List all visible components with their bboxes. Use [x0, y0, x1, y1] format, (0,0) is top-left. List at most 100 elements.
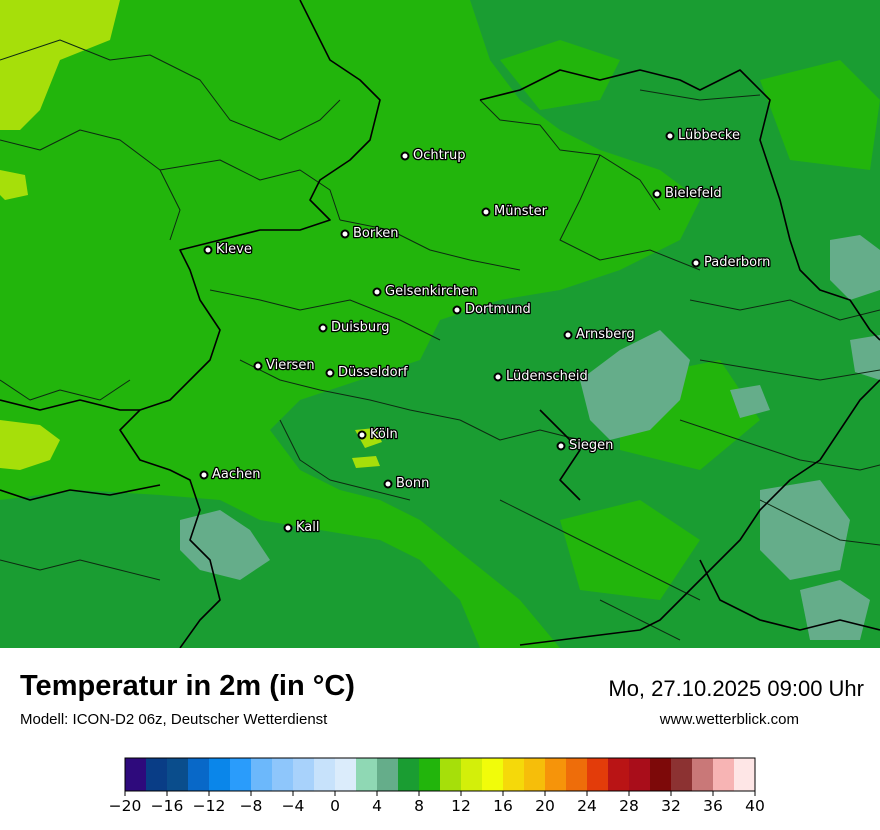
legend-tick-label: −4 [282, 797, 305, 815]
city-dot [452, 305, 462, 315]
legend-tick-label: 8 [414, 797, 424, 815]
temp-zone-4-6-sauerland [580, 330, 690, 440]
city-label: Gelsenkirchen [385, 284, 478, 299]
legend-swatch [209, 758, 231, 791]
legend-swatch [524, 758, 546, 791]
legend-swatch [734, 758, 756, 791]
city-dot [203, 245, 213, 255]
temp-patch-light-1 [500, 40, 620, 110]
legend-color-bar [124, 757, 756, 792]
city-paderborn: Paderborn [691, 254, 772, 271]
temp-zone-4-6-east [760, 480, 850, 580]
city-dot [253, 361, 263, 371]
legend-tick-label: 20 [535, 797, 555, 815]
city-gelsenkirchen: Gelsenkirchen [372, 283, 479, 300]
legend-swatch [650, 758, 672, 791]
legend-tick-label: −16 [151, 797, 184, 815]
legend-tick-label: 0 [330, 797, 340, 815]
legend-tick-label: 4 [372, 797, 382, 815]
district-borders [0, 39, 880, 641]
legend-tick-label: −20 [109, 797, 142, 815]
city-label: Borken [353, 226, 399, 241]
legend-swatch [566, 758, 588, 791]
website-link[interactable]: www.wetterblick.com [659, 711, 799, 728]
city-dot [199, 470, 209, 480]
temp-zone-6-8-east [270, 0, 880, 648]
city-label: Bonn [396, 476, 429, 491]
city-dot [283, 523, 293, 533]
city-dot [493, 372, 503, 382]
legend-swatch [713, 758, 735, 791]
city-dot [563, 330, 573, 340]
city-dot [383, 479, 393, 489]
legend-tick-label: 28 [619, 797, 639, 815]
city-dot [357, 430, 367, 440]
city-label: Köln [370, 427, 398, 442]
legend-tick-label: 36 [703, 797, 723, 815]
color-legend: −20 −16 −12 −8 −4 0 4 8 12 16 20 24 28 32 36 40 [109, 757, 765, 815]
city-dot [691, 258, 701, 268]
model-info: Modell: ICON-D2 06z, Deutscher Wetterdie… [20, 711, 328, 728]
city-siegen: Siegen [556, 437, 615, 454]
legend-tick-label: 16 [493, 797, 513, 815]
temp-zone-4-6-east2 [850, 335, 880, 380]
city-label: Duisburg [331, 320, 390, 335]
state-borders [0, 0, 880, 648]
city-dot [481, 207, 491, 217]
city-label: Dortmund [465, 302, 531, 317]
temp-zone-10-12-nw [0, 0, 120, 130]
city-dot [340, 229, 350, 239]
temperature-map: Lübbecke Ochtrup Bielefeld Münster Borken Kle… [0, 0, 880, 648]
city-dot [652, 189, 662, 199]
city-köln: Köln [357, 426, 399, 443]
legend-border [124, 757, 756, 792]
city-duisburg: Duisburg [318, 319, 391, 336]
city-markers: Lübbecke Ochtrup Bielefeld Münster Borken Kle… [199, 127, 772, 536]
temp-zone-4-6-northeast [830, 235, 880, 300]
city-label: Bielefeld [665, 186, 722, 201]
city-label: Viersen [266, 358, 315, 373]
city-münster: Münster [481, 203, 549, 220]
city-ochtrup: Ochtrup [400, 147, 467, 164]
city-dot [325, 368, 335, 378]
legend-swatch [251, 758, 273, 791]
legend-tick-label: 32 [661, 797, 681, 815]
temp-zone-4-6-eifel [180, 510, 270, 580]
city-düsseldorf: Düsseldorf [325, 364, 409, 381]
legend-swatch [335, 758, 357, 791]
legend-swatch [146, 758, 168, 791]
legend-swatch [398, 758, 420, 791]
legend-swatch [629, 758, 651, 791]
city-borken: Borken [340, 225, 400, 242]
legend-tick-label: 12 [451, 797, 471, 815]
legend-tick-label: 40 [745, 797, 765, 815]
city-label: Lübbecke [678, 128, 740, 143]
city-dot [556, 441, 566, 451]
city-aachen: Aachen [199, 466, 262, 483]
legend-swatch [587, 758, 609, 791]
city-label: Düsseldorf [338, 365, 408, 380]
legend-tick-label: −12 [193, 797, 226, 815]
legend-swatch [230, 758, 252, 791]
legend-swatch [461, 758, 483, 791]
legend-swatch [293, 758, 315, 791]
city-dortmund: Dortmund [452, 301, 532, 318]
legend-tick-labels: −20 −16 −12 −8 −4 0 4 8 12 16 20 24 28 32 36 40 [109, 791, 765, 815]
legend-swatch [440, 758, 462, 791]
city-dot [400, 151, 410, 161]
city-label: Siegen [569, 438, 613, 453]
legend-swatch [608, 758, 630, 791]
city-label: Arnsberg [576, 327, 635, 342]
city-arnsberg: Arnsberg [563, 326, 636, 343]
temp-patch-light-2 [560, 500, 700, 600]
city-lüdenscheid: Lüdenscheid [493, 368, 589, 385]
legend-swatch [671, 758, 693, 791]
legend-swatch [125, 758, 147, 791]
city-label: Münster [494, 204, 548, 219]
legend-swatch [314, 758, 336, 791]
city-viersen: Viersen [253, 357, 316, 374]
city-bonn: Bonn [383, 475, 431, 492]
temp-zone-10-12-w [0, 420, 60, 470]
city-label: Ochtrup [413, 148, 466, 163]
city-label: Kall [296, 520, 320, 535]
